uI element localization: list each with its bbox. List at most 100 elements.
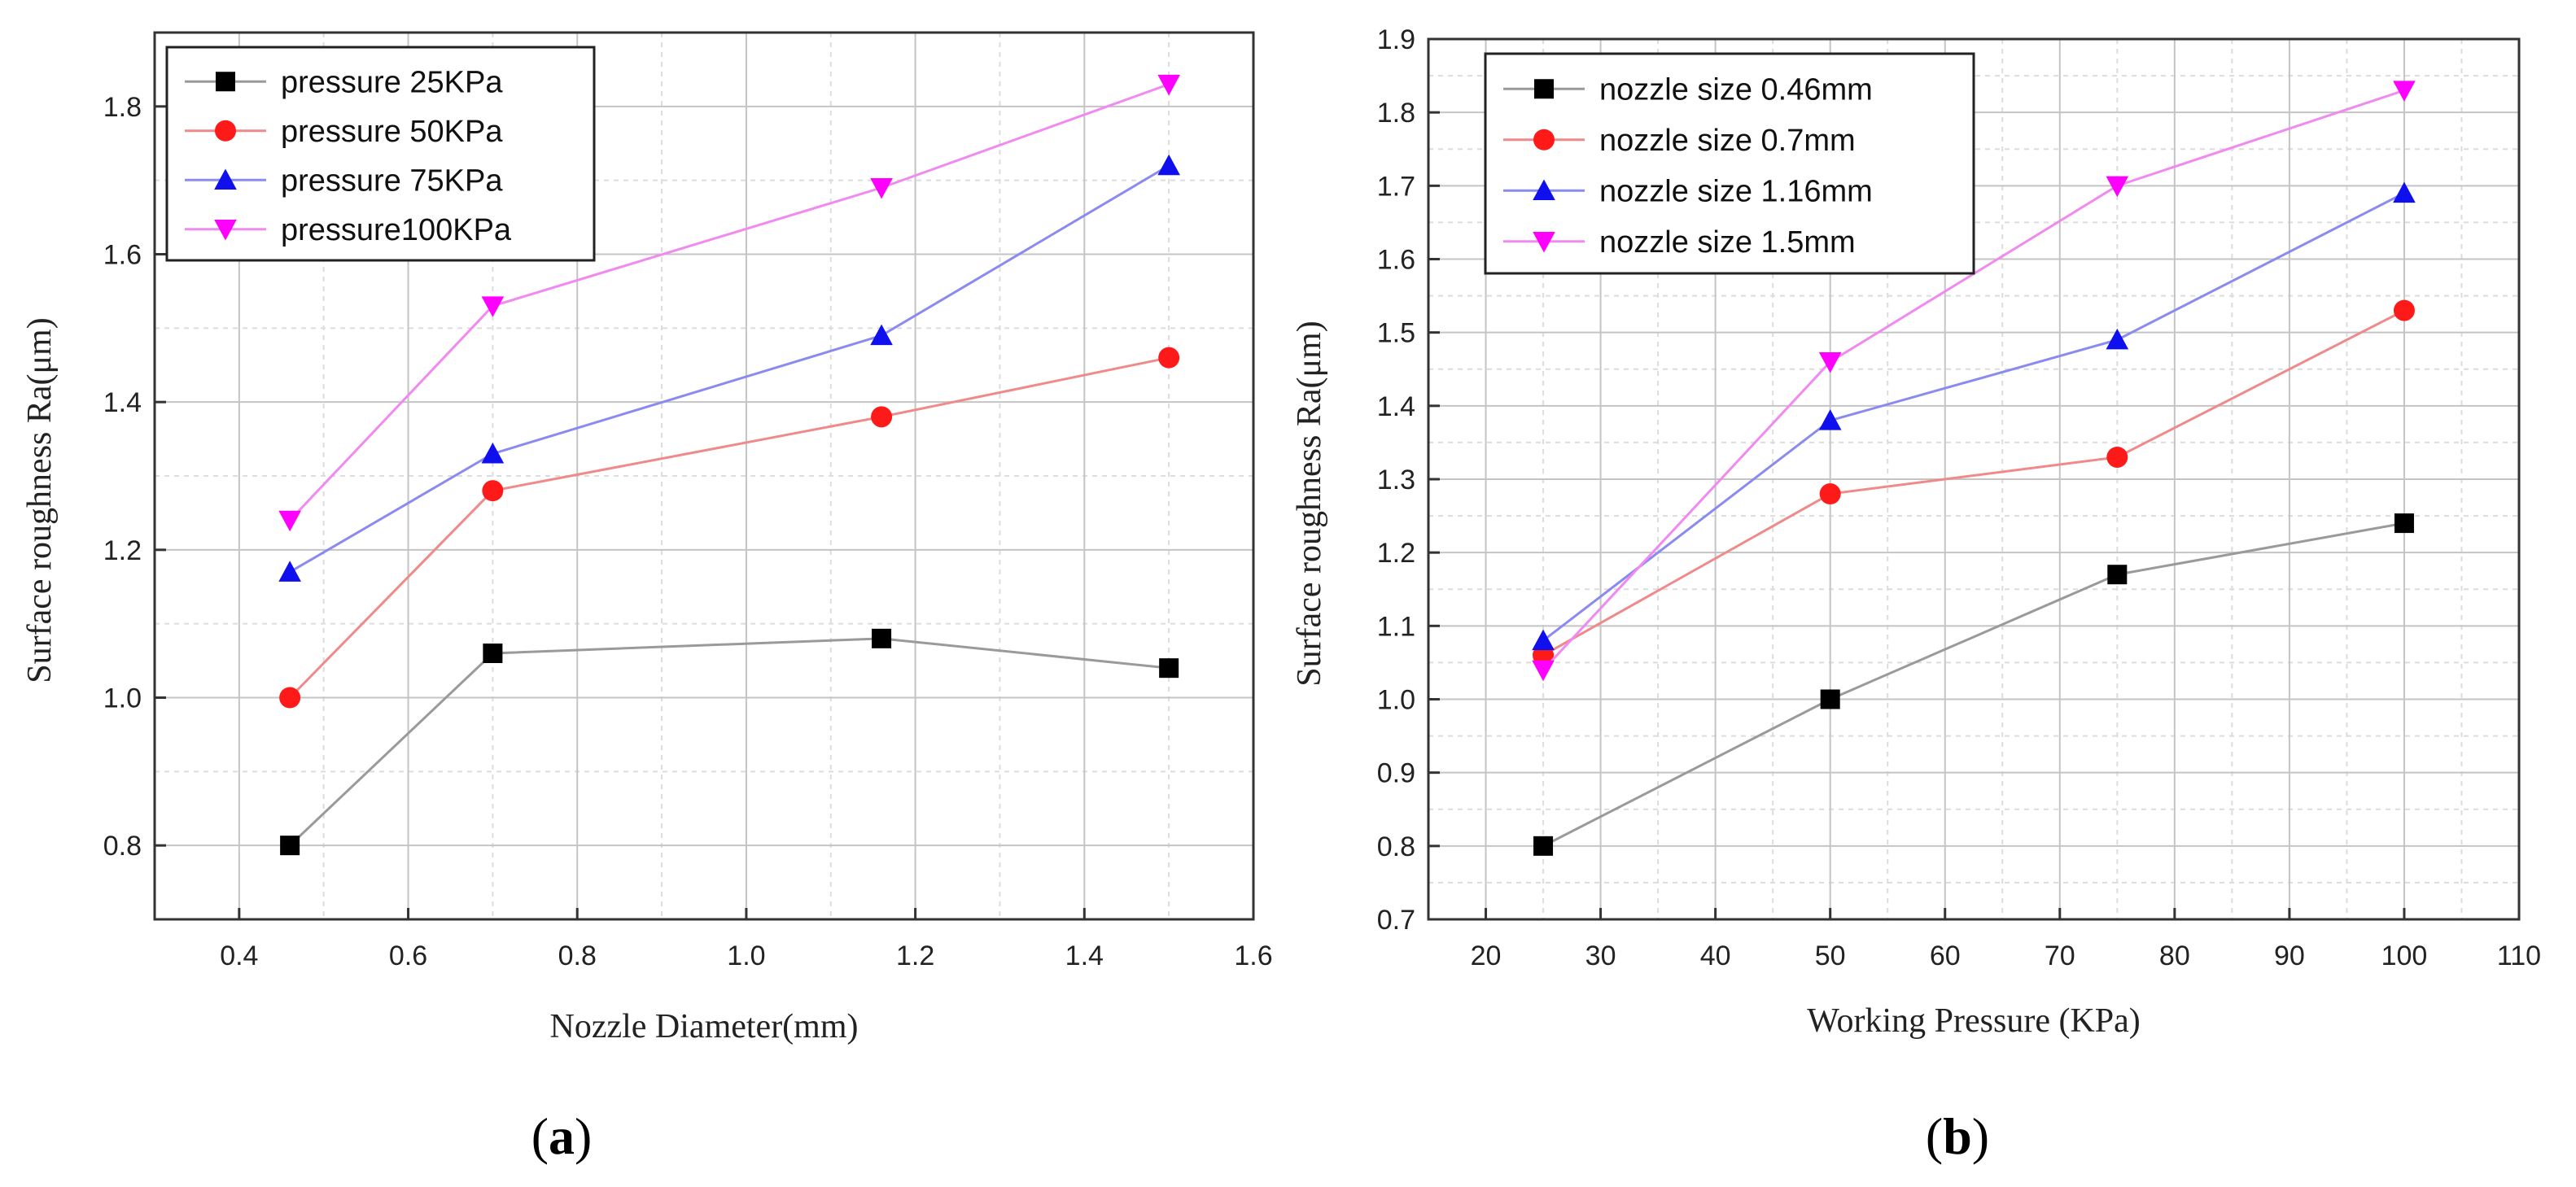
chart-panel-b: 0.7 0.8 0.9 1.0 1.1 1.2 1.3 1.4 1.5 1.6 1.7 1.8 1.9 2… [1291, 24, 2541, 1165]
series-line [1542, 521, 2405, 848]
y-tick-label: 1.8 [103, 92, 142, 123]
data-point [481, 296, 505, 317]
panel-label-letter: b [1943, 1107, 1972, 1165]
legend-marker [1533, 129, 1555, 151]
y-tick-label: 1.6 [103, 240, 142, 271]
plot-frame [153, 31, 1255, 921]
y-tick-label: 1.9 [1377, 24, 1415, 55]
x-tick-label: 1.2 [896, 940, 934, 971]
data-point [870, 178, 893, 199]
legend-marker [214, 168, 237, 190]
x-tick-label: 1.4 [1065, 940, 1104, 971]
y-tick-label: 1.5 [1377, 318, 1415, 349]
series-2 [1532, 181, 2416, 651]
panel-label: (b) [1926, 1107, 1989, 1165]
series-line [289, 356, 1170, 699]
data-point [482, 480, 504, 502]
y-tick-label: 1.8 [1377, 98, 1415, 129]
series-2 [278, 154, 1180, 582]
x-axis-title: Nozzle Diameter(mm) [550, 1008, 859, 1045]
series-line [289, 637, 1170, 847]
data-point [1157, 154, 1180, 176]
legend-label: pressure100KPa [281, 213, 512, 247]
data-point [872, 628, 892, 648]
x-axis-title: Working Pressure (KPa) [1807, 1002, 2141, 1040]
series-0 [1533, 513, 2414, 856]
series-line [1542, 192, 2405, 642]
data-point [2393, 299, 2415, 321]
legend-marker [216, 72, 235, 92]
data-point [481, 442, 505, 464]
data-point [1818, 352, 1842, 373]
data-point [870, 324, 893, 346]
legend-label: pressure 75KPa [281, 164, 503, 198]
x-tick-label: 20 [1471, 940, 1502, 971]
data-point [1159, 658, 1179, 679]
x-tick-label: 90 [2274, 940, 2305, 971]
legend-marker [215, 120, 236, 142]
data-point [2394, 513, 2414, 534]
legend-label: pressure 25KPa [281, 65, 503, 99]
panel-label: (a) [531, 1107, 593, 1165]
data-point [278, 561, 301, 582]
data-point [1157, 74, 1180, 96]
series-line [289, 83, 1170, 521]
data-point [2106, 446, 2128, 468]
data-point [2107, 565, 2128, 585]
legend-marker [214, 220, 237, 241]
y-tick-label: 0.8 [103, 831, 142, 862]
x-tick-label: 50 [1815, 940, 1846, 971]
data-point [1158, 347, 1180, 369]
legend: pressure 25KPa pressure 50KPa pressure 75K… [165, 46, 596, 262]
y-tick-label: 1.2 [103, 535, 142, 566]
data-point [278, 510, 301, 532]
legend-marker [1533, 179, 1555, 200]
y-tick-label: 1.0 [1377, 685, 1415, 716]
y-tick-label: 1.2 [1377, 538, 1415, 569]
data-point [871, 406, 893, 428]
y-axis-title: Surface roughness Ra(μm) [21, 317, 59, 683]
x-tick-label: 110 [2497, 940, 2541, 971]
data-point [1532, 629, 1555, 651]
data-point [1532, 660, 1555, 682]
x-tick-label: 80 [2159, 940, 2190, 971]
legend: nozzle size 0.46mm nozzle size 0.7mm nozzl… [1484, 52, 1975, 275]
data-point [1818, 409, 1842, 430]
y-tick-label: 1.1 [1377, 611, 1415, 642]
data-point [2393, 181, 2416, 203]
y-tick-label: 1.6 [1377, 245, 1415, 276]
legend-label: pressure 50KPa [281, 115, 503, 149]
x-tick-label: 1.6 [1234, 940, 1272, 971]
data-point [1819, 483, 1841, 505]
x-tick-label: 0.4 [220, 940, 258, 971]
y-tick-label: 1.4 [103, 387, 142, 418]
x-tick-label: 0.8 [558, 940, 597, 971]
y-tick-label: 0.8 [1377, 831, 1415, 862]
x-tick-label: 70 [2045, 940, 2075, 971]
data-point [2106, 328, 2129, 350]
y-tick-label: 1.7 [1377, 171, 1415, 202]
x-tick-label: 0.6 [389, 940, 427, 971]
legend-label: nozzle size 0.46mm [1599, 72, 1873, 107]
y-tick-label: 1.4 [1377, 391, 1415, 422]
data-point [2106, 176, 2129, 198]
data-point [1820, 689, 1840, 709]
legend-label: nozzle size 0.7mm [1599, 124, 1856, 158]
panel-label-letter: a [549, 1107, 575, 1165]
x-tick-label: 40 [1700, 940, 1731, 971]
data-point [1533, 836, 1554, 856]
series-3 [278, 74, 1180, 532]
legend-marker [1533, 232, 1555, 253]
x-tick-label: 30 [1585, 940, 1616, 971]
chart-panel-a: 0.8 1.0 1.2 1.4 1.6 1.8 0.4 0.6 0.8 1.0 1.2 1.4 1.6 N… [21, 31, 1273, 1165]
data-point [279, 687, 301, 709]
legend-label: nozzle size 1.16mm [1599, 174, 1873, 208]
legend-marker [1534, 79, 1554, 99]
series-line [289, 164, 1170, 574]
y-axis-title: Surface roughness Ra(μm) [1291, 321, 1328, 686]
legend-box [1484, 52, 1975, 275]
x-tick-label: 1.0 [727, 940, 765, 971]
data-point [280, 836, 300, 856]
data-point [483, 644, 503, 663]
